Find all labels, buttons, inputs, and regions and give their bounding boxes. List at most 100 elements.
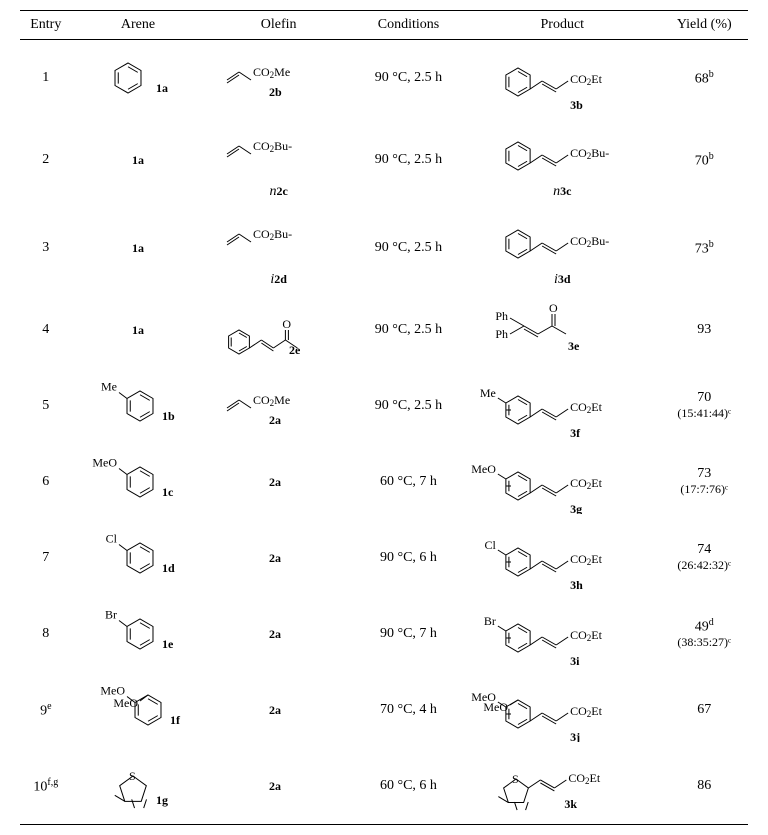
svg-text:2a: 2a — [269, 475, 281, 489]
svg-text:1a: 1a — [132, 323, 144, 337]
svg-text:MeO: MeO — [471, 462, 496, 476]
svg-text:1a: 1a — [156, 81, 168, 95]
svg-text:2a: 2a — [269, 627, 281, 641]
svg-text:CO2Me: CO2Me — [253, 65, 290, 80]
svg-text:3j: 3j — [570, 730, 580, 742]
olefin-cell: CO2Bu-i2d — [204, 204, 352, 292]
product-cell: SCO2Et3k — [464, 748, 660, 825]
svg-text:CO2Bu-: CO2Bu- — [570, 234, 609, 249]
svg-text:CO2Et: CO2Et — [570, 72, 603, 87]
table-row: 10f,g S1g 2a 60 °C, 6 h SCO2Et3k 86 — [20, 748, 748, 825]
svg-text:2a: 2a — [269, 551, 281, 565]
arene-structure: 1a — [78, 218, 198, 278]
svg-text:S: S — [129, 769, 136, 783]
svg-text:CO2Et: CO2Et — [570, 552, 603, 567]
arene-structure: 1a — [78, 48, 198, 108]
svg-text:Me: Me — [480, 386, 496, 400]
product-cell: CO2Bu-i3d — [464, 204, 660, 292]
header-row: Entry Arene Olefin Conditions Product Yi… — [20, 11, 748, 40]
col-yield: Yield (%) — [661, 11, 749, 40]
product-cell: Cl CO2Et 3h — [464, 520, 660, 596]
product-structure: BrCO2Et3i — [468, 602, 656, 666]
svg-text:O: O — [282, 317, 291, 331]
svg-text:3e: 3e — [568, 339, 580, 353]
arene-cell: MeO1c — [72, 444, 205, 520]
table-row: 2 1a CO2Bu-n2c 90 °C, 2.5 h CO2Bu-n3c 70… — [20, 116, 748, 204]
arene-cell: Br1e — [72, 596, 205, 672]
svg-text:3h: 3h — [570, 578, 583, 590]
svg-text:Cl: Cl — [106, 532, 118, 546]
yield-cell: 74(26:42:32)ᶜ — [661, 520, 749, 596]
svg-text:MeO: MeO — [484, 700, 509, 714]
product-cell: CO2Bu-n3c — [464, 116, 660, 204]
product-structure: SCO2Et3k — [468, 754, 656, 818]
svg-text:CO2Et: CO2Et — [570, 628, 603, 643]
yield-cell: 73(17:7:76)ᶜ — [661, 444, 749, 520]
arene-cell: 1a — [72, 40, 205, 117]
product-structure: Cl CO2Et 3h — [468, 526, 656, 590]
product-cell: MeCO2Et3f — [464, 368, 660, 444]
entry-cell: 7 — [20, 520, 72, 596]
entry-cell: 4 — [20, 292, 72, 368]
yield-cell: 86 — [661, 748, 749, 825]
svg-text:2a: 2a — [269, 703, 281, 717]
product-structure: CO2Bu- — [468, 120, 656, 184]
conditions-cell: 70 °C, 4 h — [353, 672, 464, 748]
col-entry: Entry — [20, 11, 72, 40]
svg-text:2b: 2b — [269, 85, 282, 99]
svg-text:MeO: MeO — [92, 456, 117, 470]
svg-text:3f: 3f — [570, 426, 581, 438]
arene-structure: MeOMeO1f — [78, 680, 198, 740]
olefin-structure: O 2e — [209, 298, 349, 362]
svg-text:CO2Bu-: CO2Bu- — [253, 227, 292, 242]
svg-text:3b: 3b — [570, 98, 583, 110]
arene-structure: S1g — [78, 756, 198, 816]
svg-text:2e: 2e — [289, 343, 301, 357]
arene-structure: MeO1c — [78, 452, 198, 512]
table-row: 5 Me1b CO2Me 2a 90 °C, 2.5 h MeCO2Et3f 70… — [20, 368, 748, 444]
yield-cell: 93 — [661, 292, 749, 368]
svg-text:CO2Me: CO2Me — [253, 393, 290, 408]
olefin-structure: 2a — [209, 526, 349, 590]
svg-text:CO2Et: CO2Et — [569, 771, 602, 786]
svg-text:Cl: Cl — [485, 538, 497, 552]
col-arene: Arene — [72, 11, 205, 40]
olefin-cell: CO2Me 2b — [204, 40, 352, 117]
arene-cell: S1g — [72, 748, 205, 825]
svg-text:MeO: MeO — [113, 696, 138, 710]
yield-cell: 70(15:41:44)ᶜ — [661, 368, 749, 444]
yield-cell: 68b — [661, 40, 749, 117]
table-row: 4 1a O2e 90 °C, 2.5 h PhPhO3e 93 — [20, 292, 748, 368]
svg-text:3g: 3g — [570, 502, 582, 514]
arene-structure: 1a — [78, 300, 198, 360]
table-row: 3 1a CO2Bu-i2d 90 °C, 2.5 h CO2Bu-i3d 73… — [20, 204, 748, 292]
col-product: Product — [464, 11, 660, 40]
yield-cell: 67 — [661, 672, 749, 748]
product-cell: BrCO2Et3i — [464, 596, 660, 672]
svg-text:3k: 3k — [565, 797, 578, 811]
entry-cell: 2 — [20, 116, 72, 204]
svg-text:CO2Bu-: CO2Bu- — [253, 139, 292, 154]
product-cell: PhPhO3e — [464, 292, 660, 368]
yield-cell: 49d(38:35:27)ᶜ — [661, 596, 749, 672]
table-row: 6 MeO1c 2a 60 °C, 7 h MeOCO2Et3g 73(17:7… — [20, 444, 748, 520]
olefin-cell: 2a — [204, 520, 352, 596]
arene-cell: Cl1d — [72, 520, 205, 596]
olefin-structure: 2a — [209, 754, 349, 818]
conditions-cell: 90 °C, 2.5 h — [353, 204, 464, 292]
conditions-cell: 90 °C, 2.5 h — [353, 40, 464, 117]
arene-structure: Me1b — [78, 376, 198, 436]
olefin-structure: CO2Bu- — [209, 208, 349, 272]
product-structure: MeCO2Et3f — [468, 374, 656, 438]
entry-cell: 5 — [20, 368, 72, 444]
svg-text:Ph: Ph — [496, 309, 509, 323]
entry-cell: 10f,g — [20, 748, 72, 825]
yield-cell: 73b — [661, 204, 749, 292]
table-row: 8 Br1e 2a 90 °C, 7 h BrCO2Et3i 49d(38:35… — [20, 596, 748, 672]
olefin-structure: 2a — [209, 450, 349, 514]
svg-text:2a: 2a — [269, 413, 281, 427]
olefin-cell: CO2Bu-n2c — [204, 116, 352, 204]
conditions-cell: 90 °C, 2.5 h — [353, 368, 464, 444]
conditions-cell: 90 °C, 7 h — [353, 596, 464, 672]
conditions-cell: 60 °C, 7 h — [353, 444, 464, 520]
